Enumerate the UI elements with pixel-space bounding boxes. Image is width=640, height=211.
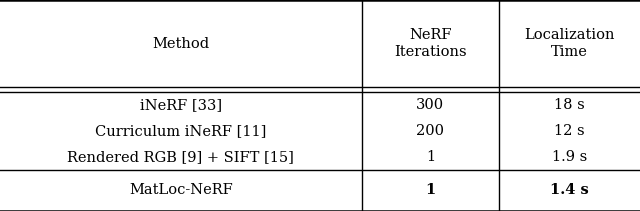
Text: 1: 1 bbox=[425, 183, 436, 197]
Text: Localization
Time: Localization Time bbox=[524, 28, 615, 59]
Text: 18 s: 18 s bbox=[554, 98, 585, 112]
Text: Rendered RGB [9] + SIFT [15]: Rendered RGB [9] + SIFT [15] bbox=[67, 150, 294, 164]
Text: 1.9 s: 1.9 s bbox=[552, 150, 588, 164]
Text: NeRF
Iterations: NeRF Iterations bbox=[394, 28, 467, 59]
Text: MatLoc-NeRF: MatLoc-NeRF bbox=[129, 183, 233, 197]
Text: 1.4 s: 1.4 s bbox=[550, 183, 589, 197]
Text: 300: 300 bbox=[417, 98, 444, 112]
Text: Method: Method bbox=[152, 37, 209, 51]
Text: 12 s: 12 s bbox=[554, 124, 585, 138]
Text: 1: 1 bbox=[426, 150, 435, 164]
Text: Curriculum iNeRF [11]: Curriculum iNeRF [11] bbox=[95, 124, 266, 138]
Text: 200: 200 bbox=[417, 124, 444, 138]
Text: iNeRF [33]: iNeRF [33] bbox=[140, 98, 222, 112]
